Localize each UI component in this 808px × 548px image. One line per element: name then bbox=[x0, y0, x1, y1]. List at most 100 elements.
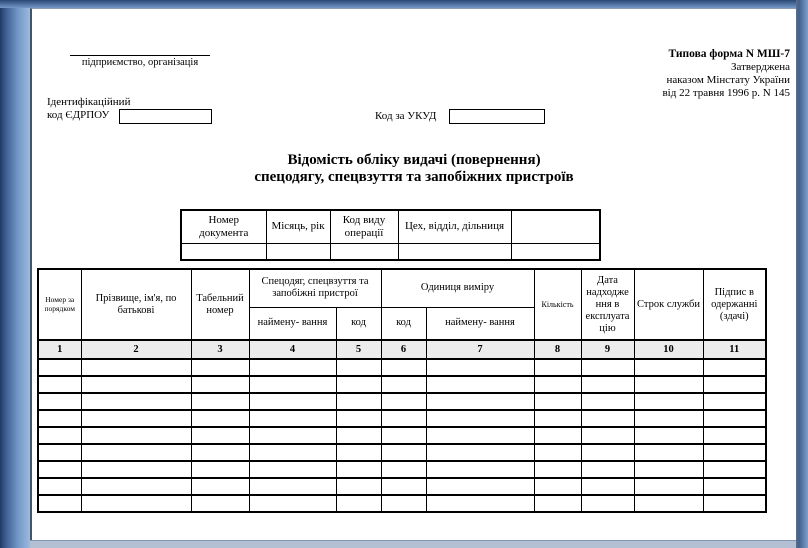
approval-line: Затверджена bbox=[731, 61, 790, 73]
header-group-unit: Одиниця виміру bbox=[380, 268, 535, 308]
empty-cell bbox=[425, 375, 535, 394]
header-month-year: Місяць, рік bbox=[265, 209, 331, 244]
header-operation-code: Код виду операції bbox=[329, 209, 399, 244]
empty-cell bbox=[380, 477, 427, 496]
document-page: підприємство, організація Типова форма N… bbox=[30, 8, 796, 540]
table-row bbox=[37, 358, 767, 377]
approval-line: наказом Мінстату України bbox=[666, 74, 790, 86]
frame-bottom-strip bbox=[28, 539, 797, 548]
document-info-table: Номер документа Місяць, рік Код виду опе… bbox=[180, 209, 601, 261]
empty-cell bbox=[380, 460, 427, 479]
empty-cell bbox=[425, 358, 535, 377]
empty-cell bbox=[37, 460, 82, 479]
header-full-name: Прізвище, ім'я, по батькові bbox=[80, 268, 192, 341]
empty-cell bbox=[702, 494, 767, 513]
empty-cell bbox=[533, 358, 582, 377]
empty-cell bbox=[533, 494, 582, 513]
empty-cell bbox=[702, 409, 767, 428]
empty-cell bbox=[335, 375, 382, 394]
column-number: 1 bbox=[37, 339, 82, 360]
empty-cell bbox=[335, 443, 382, 462]
empty-cell bbox=[702, 460, 767, 479]
page-title-line2: спецодягу, спецвзуття та запобіжних прис… bbox=[254, 169, 574, 185]
empty-cell bbox=[380, 426, 427, 445]
header-service-life: Строк служби bbox=[633, 268, 704, 341]
empty-cell bbox=[580, 460, 635, 479]
page-title-line1: Відомість обліку видачі (повернення) bbox=[287, 152, 541, 168]
empty-cell bbox=[37, 477, 82, 496]
header-signature: Підпис в одержанні (здачі) bbox=[702, 268, 767, 341]
empty-cell bbox=[580, 409, 635, 428]
empty-cell bbox=[335, 477, 382, 496]
empty-cell bbox=[80, 409, 192, 428]
empty-cell bbox=[633, 358, 704, 377]
empty-cell bbox=[37, 426, 82, 445]
main-table-body bbox=[37, 358, 767, 513]
empty-cell bbox=[37, 358, 82, 377]
table-row bbox=[37, 460, 767, 479]
header-blank bbox=[510, 209, 601, 244]
empty-cell bbox=[425, 409, 535, 428]
empty-cell bbox=[380, 409, 427, 428]
doc-info-value-row bbox=[180, 242, 601, 261]
column-number: 4 bbox=[248, 339, 337, 360]
empty-cell bbox=[37, 443, 82, 462]
empty-cell bbox=[633, 392, 704, 411]
header-department: Цех, відділ, дільниця bbox=[397, 209, 512, 244]
table-row bbox=[37, 494, 767, 513]
empty-cell bbox=[633, 426, 704, 445]
column-number: 8 bbox=[533, 339, 582, 360]
column-number: 7 bbox=[425, 339, 535, 360]
empty-cell bbox=[190, 375, 250, 394]
empty-cell bbox=[335, 392, 382, 411]
doc-info-header-row: Номер документа Місяць, рік Код виду опе… bbox=[180, 209, 601, 244]
ukud-code-field[interactable] bbox=[449, 109, 545, 124]
empty-cell bbox=[190, 477, 250, 496]
header-unit-code: код bbox=[380, 306, 427, 341]
empty-cell bbox=[380, 494, 427, 513]
empty-cell bbox=[37, 392, 82, 411]
empty-cell bbox=[580, 375, 635, 394]
empty-cell bbox=[80, 392, 192, 411]
header-workwear-code: код bbox=[335, 306, 382, 341]
empty-cell bbox=[633, 494, 704, 513]
empty-cell bbox=[580, 392, 635, 411]
column-number: 3 bbox=[190, 339, 250, 360]
empty-cell bbox=[37, 375, 82, 394]
organization-fill-line bbox=[70, 39, 210, 56]
empty-cell bbox=[190, 358, 250, 377]
approval-line: від 22 травня 1996 р. N 145 bbox=[662, 87, 790, 99]
empty-cell bbox=[80, 426, 192, 445]
empty-cell bbox=[510, 242, 601, 261]
empty-cell bbox=[80, 358, 192, 377]
empty-cell bbox=[633, 460, 704, 479]
edrpou-code-field[interactable] bbox=[119, 109, 212, 124]
empty-cell bbox=[702, 392, 767, 411]
empty-cell bbox=[533, 392, 582, 411]
column-number-row: 1 2 3 4 5 6 7 8 9 10 11 bbox=[37, 339, 767, 360]
empty-cell bbox=[248, 477, 337, 496]
empty-cell bbox=[248, 460, 337, 479]
empty-cell bbox=[580, 443, 635, 462]
empty-cell bbox=[533, 477, 582, 496]
empty-cell bbox=[425, 460, 535, 479]
table-row bbox=[37, 477, 767, 496]
empty-cell bbox=[335, 358, 382, 377]
empty-cell bbox=[190, 460, 250, 479]
empty-cell bbox=[265, 242, 331, 261]
empty-cell bbox=[190, 443, 250, 462]
table-row bbox=[37, 426, 767, 445]
empty-cell bbox=[190, 426, 250, 445]
header-row-subcolumns: наймену- вання код код наймену- вання bbox=[38, 306, 766, 341]
empty-cell bbox=[248, 375, 337, 394]
frame-right-strip bbox=[796, 0, 808, 548]
empty-cell bbox=[633, 477, 704, 496]
header-group-workwear: Спецодяг, спецвзуття та запобіжні пристр… bbox=[248, 268, 382, 308]
empty-cell bbox=[425, 494, 535, 513]
empty-cell bbox=[633, 375, 704, 394]
empty-cell bbox=[425, 426, 535, 445]
edrpou-label: Ідентифікаційний код ЄДРПОУ bbox=[47, 96, 131, 121]
column-number: 2 bbox=[80, 339, 192, 360]
empty-cell bbox=[37, 409, 82, 428]
